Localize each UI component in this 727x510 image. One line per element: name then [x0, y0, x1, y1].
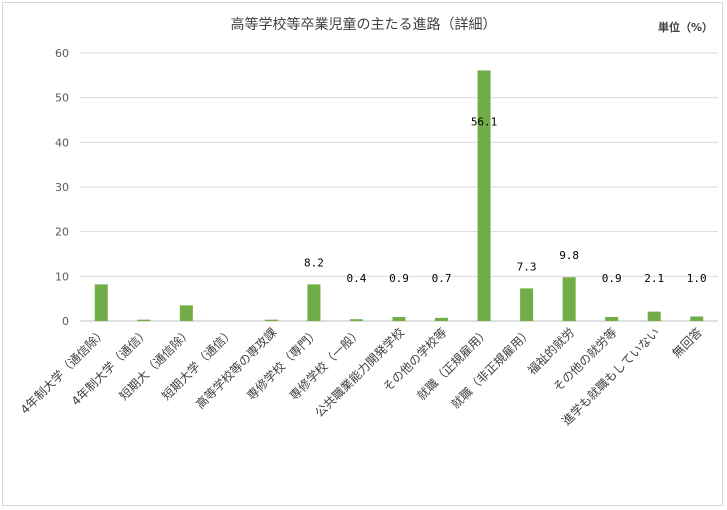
- category-label: 就職（非正規雇用）: [448, 325, 535, 412]
- bar: [94, 284, 108, 321]
- y-tick-label: 10: [55, 270, 69, 283]
- bar: [307, 284, 321, 321]
- chart-title: 高等学校等卒業児童の主たる進路（詳細）: [230, 17, 497, 33]
- bar: [264, 319, 278, 321]
- data-label: 9.8: [559, 249, 579, 262]
- bars: [94, 70, 704, 321]
- bar: [435, 317, 449, 321]
- bar: [137, 319, 151, 321]
- category-label: 短期大学（通信）: [158, 325, 236, 403]
- bar: [562, 277, 576, 321]
- bar: [477, 70, 491, 321]
- data-label: 1.0: [687, 272, 707, 285]
- data-labels: 8.2 0.4 0.9 0.7 56.1 7.3 9.8 0.9 2.1 1.0: [304, 115, 707, 285]
- category-label: 専修学校（一般）: [286, 325, 364, 403]
- y-tick-label: 40: [55, 136, 69, 149]
- y-axis: 0 10 20 30 40 50 60: [55, 47, 69, 328]
- bar: [179, 305, 193, 321]
- data-label: 8.2: [304, 256, 324, 269]
- bar: [392, 316, 406, 321]
- data-label: 56.1: [471, 115, 498, 128]
- unit-label: 単位（%）: [658, 21, 714, 34]
- data-label: 7.3: [517, 260, 537, 273]
- category-label: 短期大（通信除）: [116, 325, 194, 403]
- data-label: 0.7: [432, 272, 452, 285]
- bar: [349, 319, 363, 321]
- y-tick-label: 20: [55, 226, 69, 239]
- bar: [605, 316, 619, 321]
- data-label: 2.1: [644, 272, 664, 285]
- data-label: 0.4: [347, 272, 367, 285]
- category-label: 高等学校等の専攻課: [193, 325, 280, 412]
- bar: [647, 311, 661, 321]
- category-label: 就職（正規雇用）: [414, 325, 492, 403]
- category-label: 無回答: [669, 325, 705, 361]
- category-label: 専修学校（専門）: [244, 325, 322, 403]
- bar: [690, 316, 704, 321]
- bar: [520, 288, 534, 321]
- category-label: 4年制大学（通信）: [68, 325, 152, 409]
- x-axis-categories: 4年制大学（通信除）4年制大学（通信）短期大（通信除）短期大学（通信）高等学校等…: [17, 325, 705, 429]
- y-tick-label: 30: [55, 181, 69, 194]
- y-tick-label: 0: [62, 315, 69, 328]
- y-tick-label: 60: [55, 47, 69, 60]
- data-label: 0.9: [389, 272, 409, 285]
- data-label: 0.9: [602, 272, 622, 285]
- y-tick-label: 50: [55, 92, 69, 105]
